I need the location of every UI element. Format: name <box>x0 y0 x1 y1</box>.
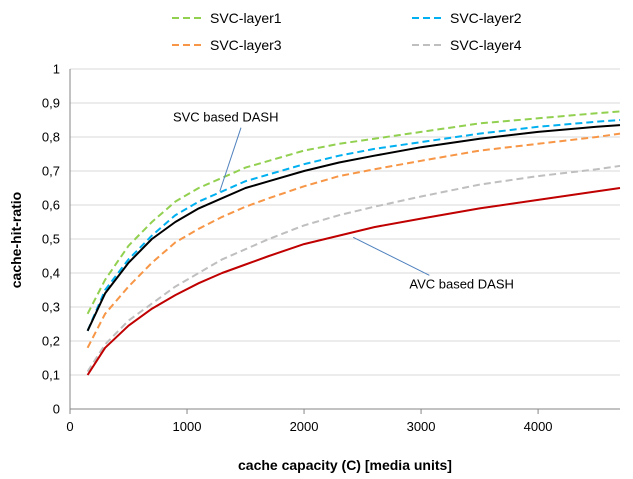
series-line-svc-layer4 <box>86 164 621 373</box>
annotation-label: SVC based DASH <box>173 110 279 125</box>
y-tick-label: 0,2 <box>42 334 60 349</box>
y-tick-label: 0,4 <box>42 266 60 281</box>
legend-label: SVC-layer3 <box>210 37 282 53</box>
y-tick-label: 1 <box>53 62 60 77</box>
axes: 0 0,1 0,2 0,3 0,4 0,5 0,6 0,7 0,8 0,9 1 0 1000 2000 30… <box>42 62 620 434</box>
x-tick-label: 3000 <box>407 419 436 434</box>
x-tick-label: 1000 <box>173 419 202 434</box>
annotations: SVC based DASH AVC based DASH <box>173 110 514 292</box>
annotation-leader-line <box>219 127 242 192</box>
y-tick-label: 0 <box>53 402 60 417</box>
series-line-unnamed-4 <box>86 124 621 332</box>
series-line-unnamed-5 <box>86 187 621 376</box>
legend-label: SVC-layer4 <box>450 37 522 53</box>
y-tick-label: 0,3 <box>42 300 60 315</box>
y-tick-label: 0,8 <box>42 130 60 145</box>
legend: SVC-layer1 SVC-layer3 SVC-layer2 SVC-layer4 <box>172 10 522 53</box>
x-axis-title: cache capacity (C) [media units] <box>238 457 452 473</box>
y-tick-label: 0,6 <box>42 198 60 213</box>
data-series <box>86 110 621 376</box>
x-tick-label: 4000 <box>524 419 553 434</box>
x-tick-label: 2000 <box>290 419 319 434</box>
x-tick-label: 0 <box>66 419 73 434</box>
grid-lines <box>70 68 620 376</box>
legend-label: SVC-layer2 <box>450 10 522 26</box>
series-line-svc-layer3 <box>86 132 621 349</box>
legend-label: SVC-layer1 <box>210 10 282 26</box>
series-line-svc-layer2 <box>86 119 621 332</box>
y-tick-label: 0,9 <box>42 96 60 111</box>
y-tick-label: 0,7 <box>42 164 60 179</box>
y-axis-title: cache-hit-ratio <box>8 192 24 288</box>
y-tick-label: 0,5 <box>42 232 60 247</box>
annotation-leader-line <box>352 236 430 276</box>
annotation-label: AVC based DASH <box>409 276 514 291</box>
y-tick-label: 0,1 <box>42 368 60 383</box>
series-line-svc-layer1 <box>86 110 621 315</box>
